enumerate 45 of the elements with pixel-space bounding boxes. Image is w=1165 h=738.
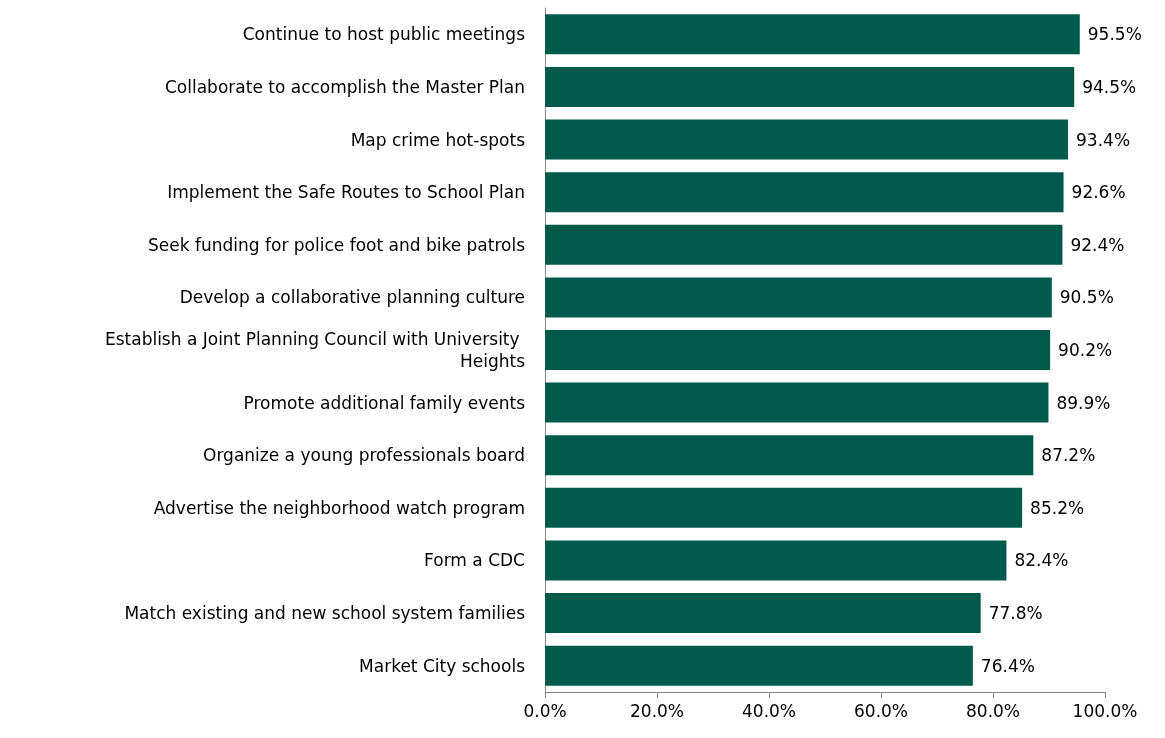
bar [545, 540, 1007, 581]
data-label: 87.2% [1041, 445, 1096, 466]
bar [545, 645, 973, 686]
y-tick-label: Advertise the neighborhood watch program [153, 497, 525, 518]
bar [545, 14, 1080, 55]
y-tick-label: Collaborate to accomplish the Master Plan [164, 76, 525, 97]
y-tick-label: Seek funding for police foot and bike patrols [148, 234, 526, 255]
bar [545, 119, 1069, 160]
x-tick-label: 100.0% [1072, 700, 1138, 721]
x-tick-label: 60.0% [853, 700, 909, 721]
data-label: 92.6% [1071, 182, 1126, 203]
bar [545, 66, 1075, 107]
bar [545, 593, 981, 634]
data-label: 94.5% [1082, 76, 1137, 97]
bar [545, 224, 1063, 265]
y-tick-label: Map crime hot-spots [350, 129, 526, 150]
data-label: 85.2% [1030, 497, 1085, 518]
bar [545, 435, 1034, 476]
bar [545, 487, 1023, 528]
bar [545, 277, 1052, 318]
y-tick-label: Continue to host public meetings [242, 24, 526, 45]
data-label: 90.5% [1059, 287, 1114, 308]
y-tick-label: Market City schools [359, 655, 526, 676]
y-tick-label: Promote additional family events [243, 392, 526, 413]
data-label: 90.2% [1058, 340, 1113, 360]
bar [545, 330, 1051, 370]
y-tick-label: Organize a young professionals board [203, 445, 525, 466]
y-tick-label: Implement the Safe Routes to School Plan [167, 182, 525, 203]
x-tick-label: 40.0% [741, 700, 797, 721]
data-label: 82.4% [1014, 550, 1069, 571]
x-tick-label: 0.0% [523, 700, 567, 721]
data-label: 89.9% [1056, 392, 1111, 413]
y-tick-label: Match existing and new school system families [124, 603, 526, 624]
bar [545, 172, 1064, 213]
data-label: 77.8% [988, 603, 1043, 624]
data-label: 93.4% [1076, 129, 1131, 150]
y-tick-label: Form a CDC [424, 550, 525, 571]
y-tick-label: Develop a collaborative planning culture [179, 287, 525, 308]
data-label: 95.5% [1087, 24, 1142, 45]
data-label: 92.4% [1070, 234, 1125, 255]
x-tick-label: 20.0% [629, 700, 685, 721]
bar [545, 382, 1049, 423]
x-tick-label: 80.0% [965, 700, 1021, 721]
data-label: 76.4% [980, 655, 1035, 676]
y-tick-label: Establish a Joint Planning Council with University Heights [104, 329, 526, 371]
